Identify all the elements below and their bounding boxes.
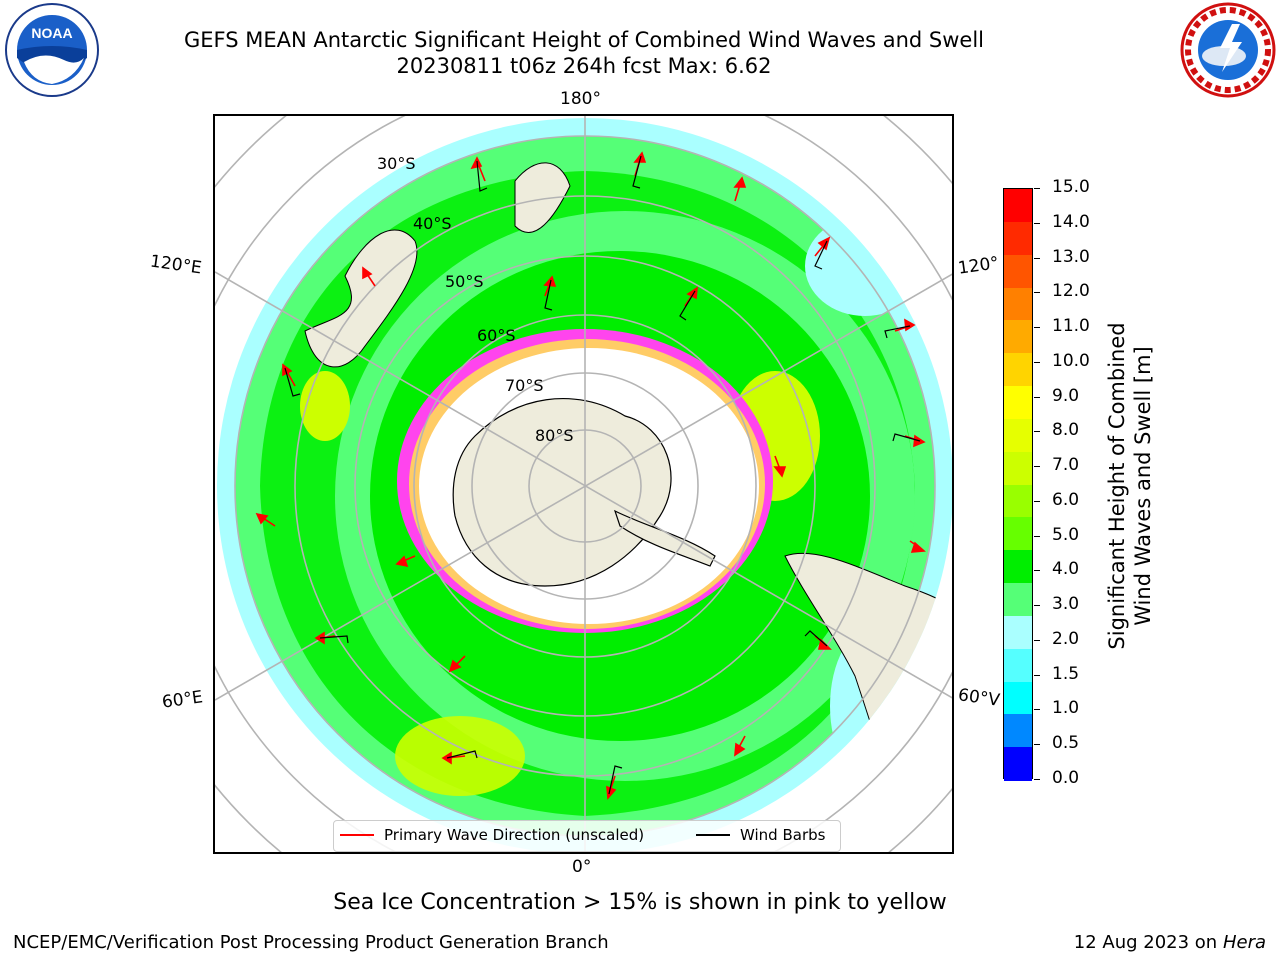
legend-barb-swatch: [696, 834, 730, 836]
colorbar: [1003, 188, 1033, 781]
colorbar-segment: [1004, 648, 1032, 683]
colorbar-tick: [1034, 779, 1040, 780]
svg-text:NOAA: NOAA: [31, 25, 72, 41]
colorbar-segment: [1004, 418, 1032, 453]
colorbar-tick-label: 1.0: [1052, 698, 1080, 719]
noaa-logo: NOAA: [5, 3, 99, 97]
colorbar-segment: [1004, 615, 1032, 650]
colorbar-tick-label: 14.0: [1052, 211, 1090, 232]
colorbar-tick-label: 10.0: [1052, 350, 1090, 371]
lon-label-180: 180°: [560, 89, 601, 109]
lon-label-120e: 120°E: [148, 251, 203, 279]
lat-label-70s: 70°S: [505, 376, 544, 395]
colorbar-tick: [1034, 431, 1040, 433]
colorbar-tick: [1034, 327, 1040, 329]
colorbar-segment: [1004, 353, 1032, 387]
colorbar-segment: [1004, 747, 1032, 781]
footer-host: Hera: [1222, 932, 1266, 953]
colorbar-segment: [1004, 517, 1032, 551]
colorbar-tick: [1034, 535, 1040, 537]
sea-ice-note: Sea Ice Concentration > 15% is shown in …: [333, 890, 947, 915]
nws-logo: [1180, 2, 1276, 98]
colorbar-segment: [1004, 287, 1032, 321]
colorbar-tick-label: 0.0: [1052, 768, 1080, 788]
colorbar-tick: [1034, 396, 1040, 398]
footer-branch: NCEP/EMC/Verification Post Processing Pr…: [13, 932, 609, 953]
map-legend: Primary Wave Direction (unscaled) Wind B…: [333, 820, 841, 852]
lat-label-30s: 30°S: [377, 154, 416, 173]
map-canvas: [215, 116, 952, 852]
colorbar-tick: [1034, 361, 1040, 363]
colorbar-segment: [1004, 221, 1032, 256]
chart-title: GEFS MEAN Antarctic Significant Height o…: [183, 28, 985, 52]
colorbar-segment: [1004, 714, 1032, 748]
colorbar-title: Significant Height of Combined Wind Wave…: [1105, 322, 1155, 650]
colorbar-tick-label: 1.5: [1052, 663, 1080, 684]
colorbar-tick-label: 6.0: [1052, 489, 1080, 510]
colorbar-tick: [1034, 570, 1040, 572]
lat-label-60s: 60°S: [477, 326, 516, 345]
colorbar-tick-label: 2.0: [1052, 628, 1080, 649]
colorbar-tick: [1034, 605, 1040, 607]
colorbar-segment: [1004, 451, 1032, 486]
legend-wave-direction: Primary Wave Direction (unscaled): [384, 826, 645, 844]
colorbar-tick: [1034, 222, 1040, 224]
lon-label-0: 0°: [572, 857, 592, 877]
colorbar-tick-label: 0.5: [1052, 733, 1080, 754]
colorbar-tick: [1034, 466, 1040, 468]
colorbar-tick-label: 8.0: [1052, 420, 1080, 441]
wind-barbs: [284, 155, 921, 795]
colorbar-tick-label: 12.0: [1052, 281, 1090, 302]
colorbar-tick: [1034, 674, 1040, 676]
colorbar-tick-label: 7.0: [1052, 455, 1080, 476]
colorbar-tick-label: 15.0: [1052, 177, 1090, 197]
colorbar-tick: [1034, 500, 1040, 502]
legend-wind-barbs: Wind Barbs: [740, 826, 826, 844]
colorbar-segment: [1004, 386, 1032, 420]
colorbar-tick: [1034, 292, 1040, 294]
colorbar-tick-label: 11.0: [1052, 316, 1090, 337]
lat-label-40s: 40°S: [413, 214, 452, 233]
colorbar-tick-label: 3.0: [1052, 594, 1080, 615]
lat-label-50s: 50°S: [445, 272, 484, 291]
colorbar-segment: [1004, 320, 1032, 354]
footer-date: 12 Aug 2023 on Hera: [1073, 932, 1266, 953]
colorbar-tick: [1034, 709, 1040, 711]
colorbar-tick: [1034, 639, 1040, 641]
colorbar-segment: [1004, 189, 1032, 223]
colorbar-segment: [1004, 550, 1032, 584]
colorbar-tick-label: 4.0: [1052, 559, 1080, 580]
wave-direction-arrows: [255, 151, 926, 800]
colorbar-segment: [1004, 254, 1032, 289]
chart-subtitle: 20230811 t06z 264h fcst Max: 6.62: [396, 54, 772, 78]
lon-label-60e: 60°E: [160, 687, 205, 713]
colorbar-tick: [1034, 257, 1040, 259]
colorbar-segment: [1004, 583, 1032, 617]
legend-wave-swatch: [340, 834, 374, 836]
lon-label-60w: 60°V: [956, 685, 1001, 711]
colorbar-tick-label: 9.0: [1052, 385, 1080, 406]
polar-map: 30°S 40°S 50°S 60°S 70°S 80°S Primary Wa…: [213, 114, 954, 854]
colorbar-tick: [1034, 188, 1040, 189]
colorbar-segment: [1004, 484, 1032, 518]
colorbar-tick: [1034, 744, 1040, 746]
lat-label-80s: 80°S: [535, 426, 574, 445]
lon-label-120w: 120°: [956, 253, 1001, 279]
colorbar-tick-label: 5.0: [1052, 524, 1080, 545]
colorbar-segment: [1004, 681, 1032, 715]
colorbar-tick-label: 13.0: [1052, 246, 1090, 267]
